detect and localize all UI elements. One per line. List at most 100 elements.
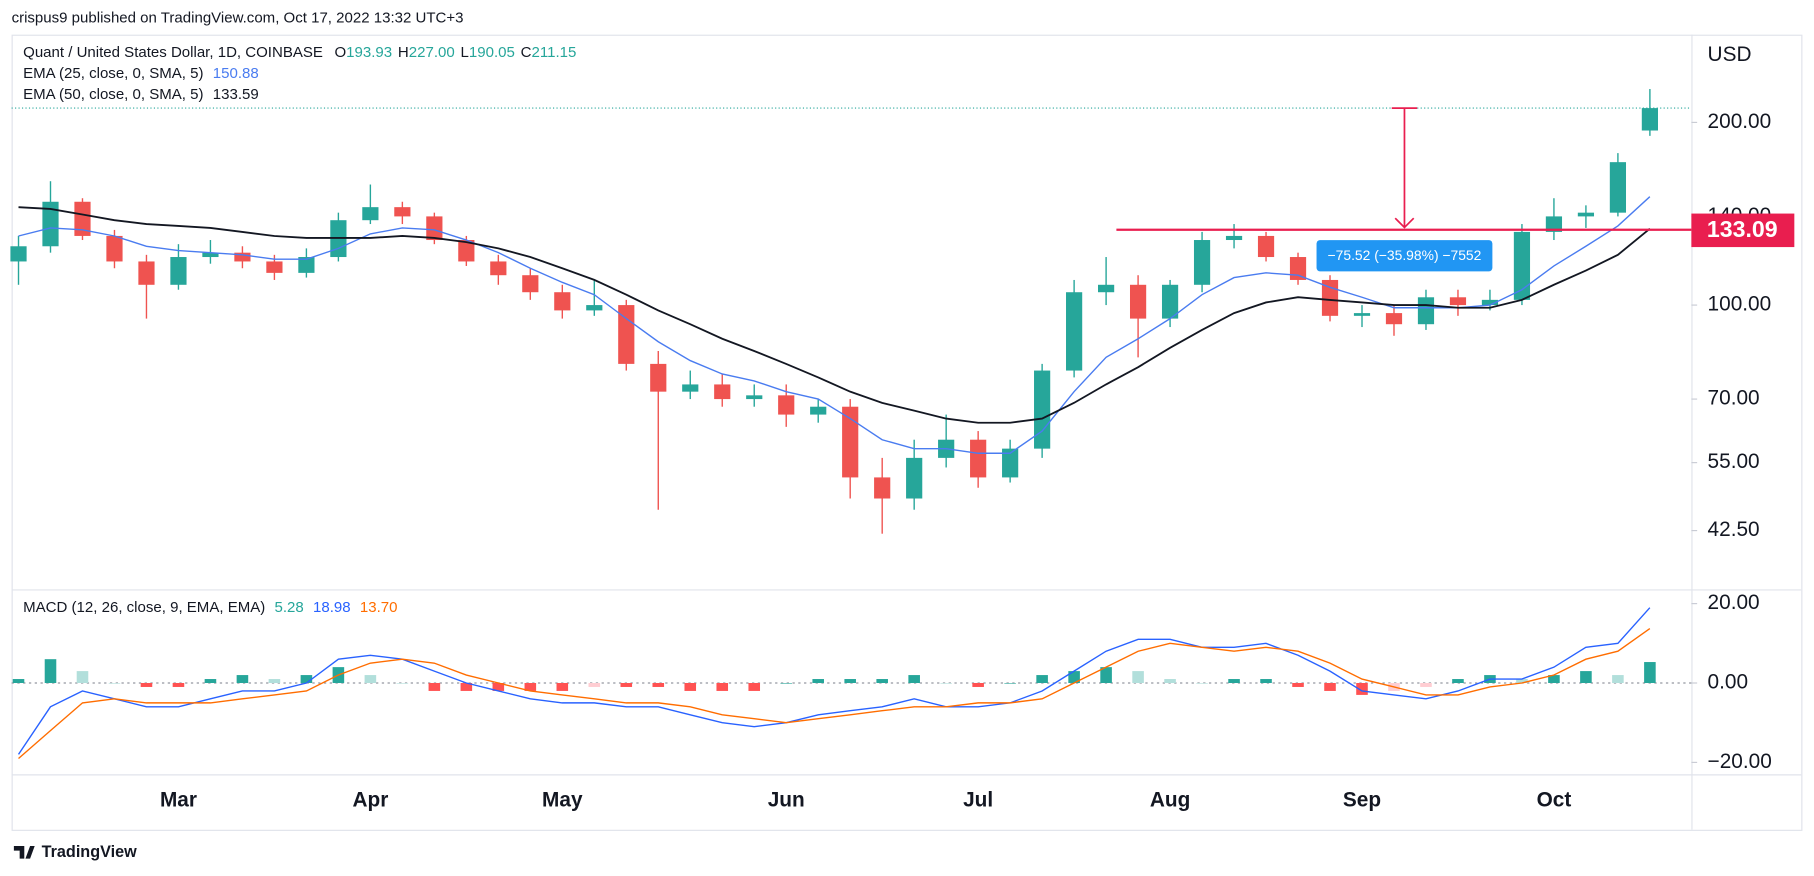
candle-body [234, 252, 251, 262]
candle-body [1193, 240, 1211, 285]
price-tick-label: 42.50 [1708, 518, 1760, 541]
candle-body [10, 246, 27, 262]
ohlc-value: 227.00 [409, 44, 455, 61]
candle-body [1002, 448, 1019, 478]
time-tick-label: Mar [160, 788, 197, 811]
candle-body [1353, 313, 1371, 316]
candle-body [1161, 284, 1179, 319]
macd-histogram-bar [1644, 662, 1656, 684]
macd-histogram-bar [1356, 683, 1368, 695]
candle-body [1481, 299, 1499, 306]
candle-body [1449, 297, 1467, 306]
macd-histogram-bar [620, 683, 633, 687]
macd-histogram-bar [1420, 683, 1432, 687]
candle-body [1577, 212, 1595, 217]
measure-arrowhead [1394, 217, 1415, 229]
macd-histogram-bar [972, 683, 984, 687]
macd-histogram-bar [876, 679, 888, 684]
ohlc-label: L [461, 44, 469, 61]
measure-label: −75.52 (−35.98%) −7552 [1328, 247, 1482, 263]
candle-body [170, 257, 187, 285]
ema-legend: EMA (25, close, 0, SMA, 5) 150.88 [23, 65, 259, 82]
candle-body [1609, 162, 1627, 213]
candle-body [1289, 257, 1307, 280]
legend-value: 150.88 [213, 65, 259, 82]
macd-histogram-bar [588, 683, 601, 687]
currency-label: USD [1708, 43, 1752, 66]
macd-histogram-bar [940, 683, 952, 684]
macd-tick-label: −20.00 [1708, 750, 1772, 773]
candle-body [298, 257, 315, 273]
candle-body [586, 305, 603, 311]
published-line: crispus9 published on TradingView.com, O… [12, 9, 464, 26]
candle-body [906, 457, 923, 499]
candle-body [554, 292, 571, 311]
macd-histogram-bar [908, 675, 920, 684]
macd-histogram-bar [172, 683, 185, 687]
macd-histogram-bar [44, 659, 57, 684]
candle-body [842, 406, 859, 478]
macd-histogram-bar [1260, 679, 1272, 684]
macd-histogram-bar [1228, 679, 1240, 684]
time-tick-label: Jul [963, 788, 993, 811]
legend-name: EMA (50, close, 0, SMA, 5) [23, 86, 203, 103]
candle-body [138, 261, 155, 285]
time-tick-label: Aug [1150, 788, 1190, 811]
macd-tick-label: 20.00 [1708, 591, 1760, 614]
macd-histogram-bar [556, 683, 569, 691]
candle-body [970, 439, 987, 478]
candle-body [362, 207, 379, 221]
level-label: 133.09 [1707, 216, 1778, 242]
price-tick-label: 70.00 [1708, 387, 1760, 410]
candle-body [618, 305, 635, 364]
macd-histogram-bar [268, 679, 281, 684]
time-tick-label: May [542, 788, 583, 811]
legend-value: 5.28 [275, 599, 304, 616]
price-tick-label: 200.00 [1708, 110, 1772, 133]
macd-histogram-bar [1580, 671, 1592, 684]
legend-value: 133.59 [213, 86, 259, 103]
price-tick-label: 55.00 [1708, 450, 1760, 473]
candle-body [458, 240, 475, 262]
candle-body [426, 216, 443, 241]
macd-histogram-bar [300, 675, 313, 684]
candle-body [1257, 235, 1275, 258]
ema-legend: EMA (50, close, 0, SMA, 5) 133.59 [23, 86, 259, 103]
macd-histogram-bar [1516, 679, 1528, 684]
macd-histogram-bar [716, 683, 729, 691]
macd-tick-label: 0.00 [1708, 671, 1749, 694]
macd-histogram-bar [844, 679, 856, 684]
ohlc-value: 193.93 [346, 44, 392, 61]
candle-body [266, 261, 283, 273]
macd-histogram-bar [1612, 675, 1624, 684]
price-legend: Quant / United States Dollar, 1D, COINBA… [23, 44, 576, 61]
candle-body [1641, 108, 1658, 131]
macd-histogram-bar [1292, 683, 1304, 687]
candle-body [1417, 297, 1435, 325]
candle-body [778, 395, 795, 415]
macd-histogram-bar [236, 675, 249, 684]
macd-histogram-bar [1100, 667, 1112, 684]
candle-body [1098, 284, 1115, 293]
time-tick-label: Jun [768, 788, 805, 811]
macd-histogram-bar [1164, 679, 1176, 684]
measure-tooltip [1316, 240, 1493, 272]
macd-histogram-bar [460, 683, 473, 691]
chart-frame [11, 34, 1803, 831]
macd-histogram-bar [1324, 683, 1336, 691]
price-tick-label: 100.00 [1708, 293, 1772, 316]
macd-histogram-bar [1004, 683, 1016, 684]
ohlc-label: C [521, 44, 532, 61]
macd-histogram-bar [1068, 671, 1080, 684]
candle-body [394, 207, 411, 217]
macd-line [17, 607, 1651, 755]
macd-histogram-bar [396, 683, 409, 684]
legend-name: EMA (25, close, 0, SMA, 5) [23, 65, 203, 82]
candle-body [42, 201, 59, 247]
candle-body [1066, 292, 1083, 371]
ema-line [18, 206, 1651, 424]
ohlc-label: O [334, 44, 346, 61]
candle-body [1545, 216, 1563, 232]
